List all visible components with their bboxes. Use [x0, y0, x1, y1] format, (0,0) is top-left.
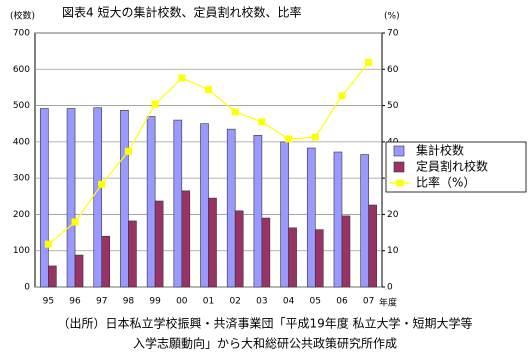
marker	[71, 218, 79, 226]
marker	[258, 118, 266, 126]
bar	[261, 217, 271, 288]
y2-tick-label: 60	[387, 65, 399, 75]
bar	[341, 215, 351, 288]
x-tick-label: 00	[176, 297, 188, 307]
bar	[226, 128, 236, 288]
x-tick-label: 04	[283, 297, 295, 307]
bar	[253, 135, 263, 288]
bar	[288, 227, 297, 288]
x-tick-label: 03	[256, 297, 267, 307]
bar	[146, 116, 156, 288]
marker	[205, 86, 212, 94]
bar	[368, 204, 377, 288]
bar	[93, 107, 103, 288]
y-tick-label: 500	[13, 101, 30, 111]
marker	[44, 240, 52, 248]
bar	[66, 108, 76, 288]
bar	[360, 154, 369, 288]
y-axis-label: (校数)	[10, 10, 35, 22]
y-tick-label: 400	[13, 137, 30, 147]
marker	[338, 92, 346, 100]
marker	[151, 100, 159, 108]
x-tick-label: 01	[203, 297, 214, 307]
y2-tick-label: 50	[387, 101, 399, 111]
y-tick-label: 100	[13, 246, 30, 256]
x-tick-label: 07	[363, 297, 374, 307]
marker	[231, 108, 239, 116]
bar	[208, 197, 217, 288]
bar	[120, 109, 129, 288]
y2-axis-label: (%)	[384, 12, 400, 22]
bar	[306, 147, 316, 288]
y-tick-label: 300	[13, 174, 30, 184]
y-tick-label: 700	[13, 29, 30, 39]
x-tick-label: 97	[96, 297, 107, 307]
bar	[173, 119, 183, 288]
y2-tick-label: 20	[387, 210, 399, 220]
bar	[314, 229, 324, 288]
x-tick-label: 95	[43, 297, 54, 307]
bar	[101, 235, 111, 288]
legend-marker	[396, 179, 404, 187]
y-tick-label: 600	[13, 65, 30, 75]
bar	[333, 151, 343, 288]
note: （出所）日本私立学校振興・共済事業団「平成19年度 私立大学・短期大学等	[57, 316, 472, 331]
marker	[365, 58, 373, 66]
y2-tick-label: 10	[387, 246, 399, 256]
legend-label: 集計校数	[416, 143, 464, 158]
x-tick-label: 98	[123, 297, 135, 307]
x-tick-label: 05	[310, 297, 321, 307]
legend-swatch	[393, 145, 405, 157]
legend-swatch	[393, 161, 405, 173]
x-tick-label: 02	[229, 297, 240, 307]
bar	[40, 108, 49, 288]
x-tick-label: 96	[69, 297, 81, 307]
legend-label: 比率（%）	[416, 175, 475, 190]
y2-tick-label: 0	[387, 283, 393, 293]
bar	[74, 254, 84, 288]
marker	[124, 147, 132, 155]
legend-label: 定員割れ校数	[416, 159, 488, 174]
marker	[178, 74, 186, 82]
bar	[200, 123, 209, 288]
y-tick-label: 0	[24, 283, 30, 293]
marker	[285, 135, 293, 143]
y2-tick-label: 70	[387, 29, 399, 39]
y-tick-label: 200	[13, 210, 30, 220]
x-axis-label: 年度	[379, 297, 397, 309]
chart-title: 図表4 短大の集計校数、定員割れ校数、比率	[62, 5, 301, 20]
marker	[311, 133, 319, 141]
bar	[280, 141, 289, 288]
bar	[128, 220, 137, 288]
marker	[98, 180, 106, 188]
x-tick-label: 99	[149, 297, 161, 307]
bar	[181, 190, 191, 288]
note: 入学志願動向」から大和総研公共政策研究所作成	[133, 336, 397, 351]
x-tick-label: 06	[336, 297, 348, 307]
bar	[48, 265, 57, 288]
legend-box	[385, 141, 527, 193]
bar	[154, 200, 164, 288]
bar	[234, 210, 244, 288]
